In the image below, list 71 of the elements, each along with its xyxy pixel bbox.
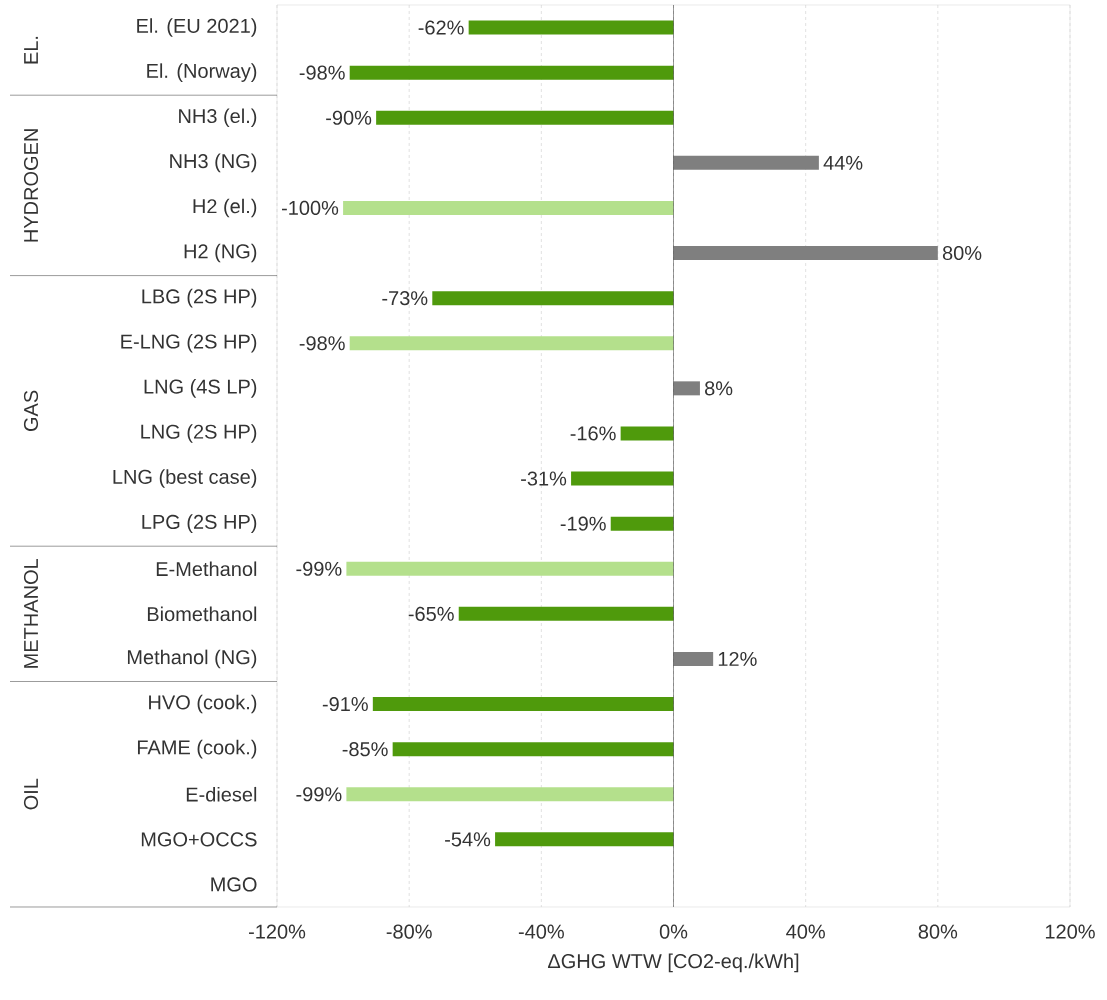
data-label: -16% bbox=[570, 426, 616, 441]
text: METHANOL bbox=[23, 558, 39, 668]
bar bbox=[571, 471, 674, 486]
data-label: -99% bbox=[296, 787, 342, 802]
bar bbox=[468, 20, 674, 35]
y-tick-label: MGO bbox=[211, 877, 257, 892]
y-tick-label: E-diesel bbox=[186, 786, 257, 802]
text: EL. bbox=[24, 36, 38, 64]
bar bbox=[372, 697, 674, 712]
text: OIL bbox=[23, 778, 39, 810]
data-label: -100% bbox=[281, 200, 339, 216]
data-label: 12% bbox=[718, 651, 757, 666]
bar bbox=[620, 426, 674, 441]
y-tick-label: H2 (NG) bbox=[184, 243, 257, 263]
bar bbox=[349, 336, 674, 351]
y-tick-label: HVO (cook.) bbox=[149, 694, 257, 714]
y-tick-label: Biomethanol bbox=[147, 606, 257, 622]
x-tick-label: 0% bbox=[659, 924, 688, 939]
data-label: -62% bbox=[418, 20, 464, 35]
data-label: -85% bbox=[342, 742, 388, 757]
y-tick-label: H2 (el.) bbox=[193, 198, 257, 218]
y-tick-label: MGO+OCCS bbox=[141, 832, 257, 847]
x-tick-label: -40% bbox=[518, 924, 564, 939]
text: GAS bbox=[23, 390, 39, 432]
x-tick-label: -80% bbox=[386, 924, 432, 939]
x-tick-label: 80% bbox=[918, 924, 958, 939]
bar bbox=[673, 381, 700, 396]
y-tick-label: E-LNG (2S HP) bbox=[121, 333, 257, 353]
y-tick-label: E-Methanol bbox=[156, 561, 257, 577]
y-tick-label: NH3 (NG) bbox=[170, 153, 257, 173]
x-tick-label: 120% bbox=[1045, 924, 1095, 939]
bar bbox=[432, 291, 674, 306]
data-label: -54% bbox=[445, 832, 491, 847]
bar bbox=[458, 606, 674, 621]
text: HYDROGEN bbox=[23, 129, 39, 242]
data-label: -98% bbox=[299, 336, 345, 351]
data-label: 8% bbox=[705, 381, 733, 396]
bar bbox=[346, 787, 674, 802]
y-tick-label: LBG (2S HP) bbox=[142, 288, 257, 308]
y-tick-label: El. (EU 2021) bbox=[137, 18, 257, 37]
x-tick-label: -120% bbox=[248, 924, 306, 939]
y-tick-label: LNG (4S LP) bbox=[144, 379, 257, 398]
bar bbox=[495, 832, 674, 847]
data-label: 44% bbox=[823, 155, 863, 170]
data-label: -99% bbox=[296, 561, 342, 576]
y-tick-label: El. (Norway) bbox=[147, 63, 257, 82]
data-label: -31% bbox=[521, 471, 567, 486]
x-tick-label: 40% bbox=[786, 924, 825, 939]
bar bbox=[673, 651, 714, 666]
bar bbox=[673, 155, 819, 170]
x-axis-title: ΔGHG WTW [CO2-eq./kWh] bbox=[547, 953, 799, 973]
data-label: -98% bbox=[299, 65, 345, 80]
bar bbox=[349, 65, 674, 80]
y-tick-label: Methanol (NG) bbox=[127, 649, 257, 669]
bar bbox=[673, 246, 938, 261]
data-label: -90% bbox=[326, 110, 372, 125]
data-label: -65% bbox=[408, 606, 454, 621]
y-tick-label: LNG (best case) bbox=[113, 469, 257, 488]
y-tick-label: LNG (2S HP) bbox=[141, 424, 257, 443]
data-label: -19% bbox=[560, 516, 606, 531]
bar bbox=[392, 742, 674, 757]
bar bbox=[346, 561, 674, 576]
data-label: 80% bbox=[942, 245, 982, 261]
bar bbox=[376, 110, 674, 125]
y-tick-label: LPG (2S HP) bbox=[142, 514, 257, 533]
bar bbox=[610, 516, 674, 531]
data-label: -73% bbox=[382, 291, 428, 306]
bar bbox=[343, 200, 674, 215]
y-tick-label: NH3 (el.) bbox=[179, 108, 257, 128]
y-tick-label: FAME (cook.) bbox=[137, 739, 257, 759]
data-label: -91% bbox=[322, 696, 368, 712]
